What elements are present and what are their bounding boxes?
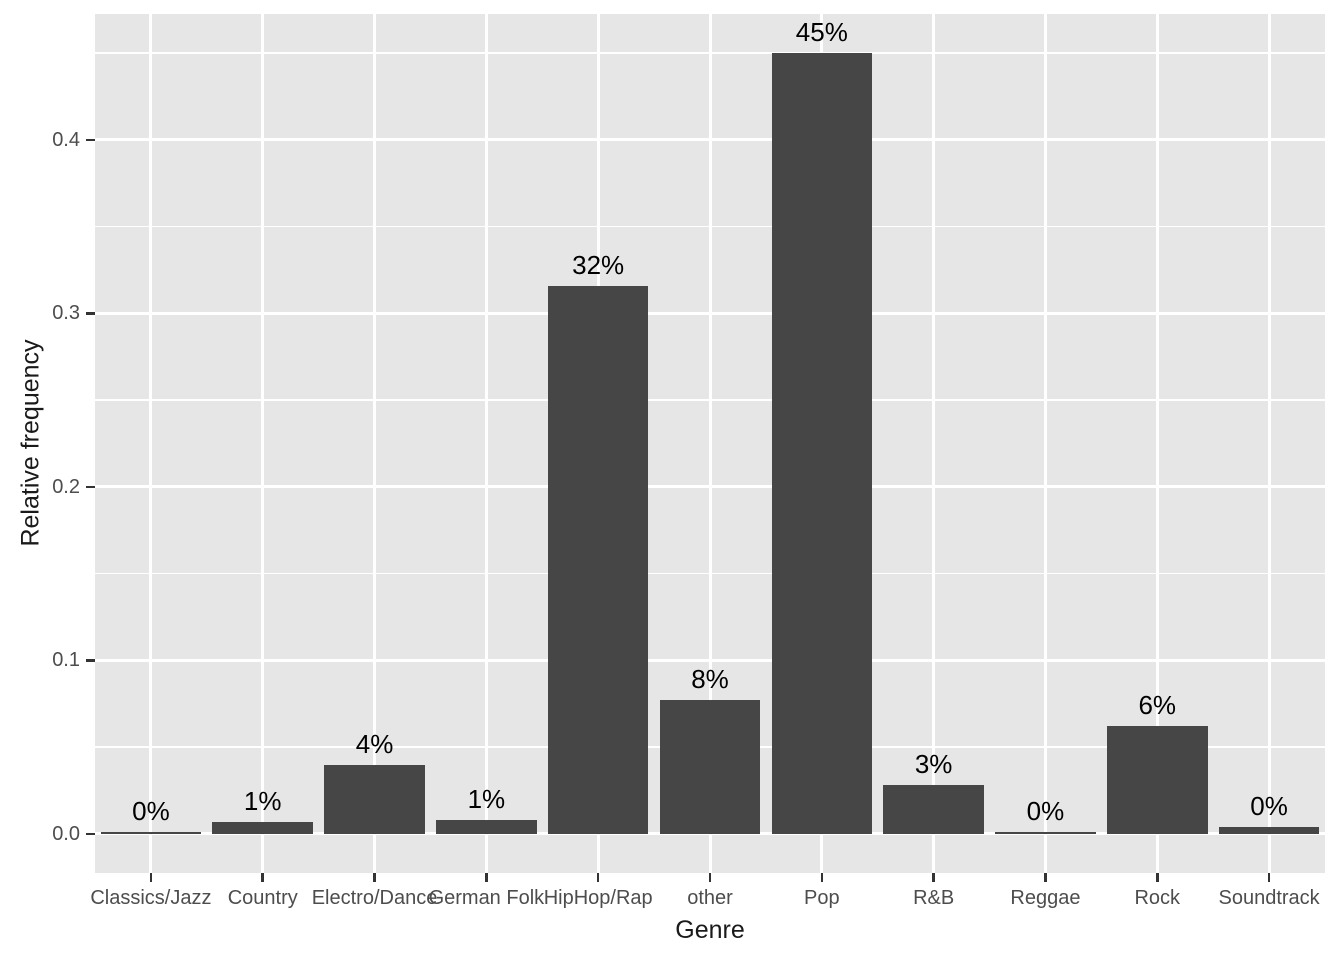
x-tick-mark (820, 873, 824, 882)
x-tick-label-other: other (687, 887, 733, 909)
x-tick-mark (708, 873, 712, 882)
bar-value-label-soundtrack: 0% (1250, 791, 1288, 821)
bar-german-folk (436, 820, 537, 834)
y-tick-label: 0.2 (52, 475, 80, 498)
y-tick-mark (86, 138, 95, 142)
gridline-vertical (1267, 14, 1271, 873)
bar-country (212, 821, 314, 834)
y-tick-mark (86, 312, 95, 315)
x-tick-label-german-folk: German Folk (428, 887, 545, 909)
gridline-vertical (261, 14, 265, 873)
bar-value-label-r-b: 3% (914, 749, 953, 780)
bar-value-label-hiphop-rap: 32% (572, 249, 625, 280)
x-tick-mark (149, 873, 153, 882)
x-tick-label-r-b: R&B (913, 887, 955, 909)
bar-r-b (883, 785, 984, 834)
bar-pop (771, 53, 873, 834)
bar-rock (1106, 726, 1208, 834)
x-tick-label-pop: Pop (804, 887, 840, 909)
x-tick-mark (261, 873, 264, 882)
gridline-vertical (1043, 14, 1047, 873)
x-tick-mark (596, 873, 600, 882)
bar-value-label-electro-dance: 4% (355, 728, 394, 759)
x-tick-mark (485, 873, 488, 882)
y-tick-label: 0.1 (52, 649, 80, 672)
x-axis-title: Genre (675, 916, 745, 944)
bar-electro-dance (324, 764, 425, 834)
bar-hiphop-rap (547, 285, 649, 834)
x-tick-mark (1267, 873, 1271, 882)
bar-reggae (995, 832, 1096, 834)
x-tick-label-classics-jazz: Classics/Jazz (90, 887, 212, 909)
bar-value-label-classics-jazz: 0% (132, 796, 170, 827)
gridline-vertical (484, 14, 488, 873)
bar-value-label-reggae: 0% (1026, 796, 1065, 827)
bar-value-label-country: 1% (243, 785, 282, 816)
x-tick-label-hiphop-rap: HipHop/Rap (543, 887, 653, 909)
y-axis-title: Relative frequency (16, 339, 45, 547)
y-tick-label: 0.0 (52, 822, 80, 845)
y-tick-label: 0.3 (52, 302, 80, 325)
gridline-vertical (1155, 14, 1159, 873)
x-tick-mark (1044, 873, 1047, 882)
bar-value-label-german-folk: 1% (467, 784, 506, 815)
x-tick-label-country: Country (227, 887, 298, 909)
y-tick-label: 0.4 (52, 128, 80, 151)
bar-classics-jazz (100, 832, 202, 834)
x-tick-label-reggae: Reggae (1010, 887, 1081, 909)
bar-value-label-other: 8% (691, 664, 729, 695)
x-tick-mark (932, 873, 935, 882)
x-tick-label-soundtrack: Soundtrack (1218, 887, 1320, 909)
x-tick-label-rock: Rock (1134, 887, 1181, 909)
gridline-vertical (373, 14, 377, 873)
bar-value-label-rock: 6% (1138, 690, 1177, 721)
y-tick-mark (86, 485, 95, 489)
bar-other (659, 700, 761, 834)
x-tick-mark (373, 873, 376, 882)
x-tick-label-electro-dance: Electro/Dance (311, 887, 438, 909)
plot-panel: 0% 1% 4% 1% 32% 8% 45% 3% 0% 6% 0% (95, 14, 1325, 873)
y-tick-mark (86, 659, 95, 662)
gridline-vertical (708, 14, 712, 873)
x-tick-mark (1156, 873, 1159, 882)
gridline-vertical (932, 14, 936, 873)
bar-soundtrack (1218, 827, 1320, 834)
bar-value-label-pop: 45% (795, 17, 848, 48)
gridline-vertical (149, 14, 153, 873)
y-tick-mark (86, 832, 95, 836)
